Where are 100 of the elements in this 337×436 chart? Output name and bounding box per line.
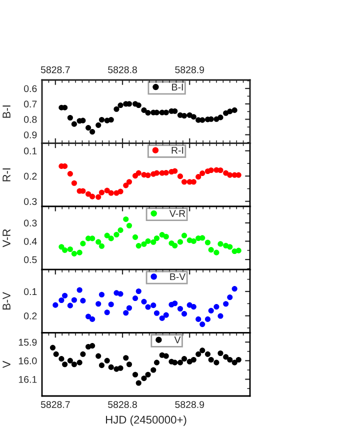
point — [104, 310, 110, 316]
point — [218, 313, 224, 319]
point — [214, 250, 220, 256]
point — [62, 247, 68, 253]
point — [214, 360, 220, 366]
point — [118, 188, 124, 194]
point — [227, 356, 233, 363]
point — [150, 239, 156, 245]
point — [154, 360, 160, 366]
point — [96, 301, 102, 307]
point — [181, 232, 188, 238]
point — [62, 362, 68, 368]
point — [123, 310, 129, 316]
point — [208, 308, 214, 314]
point — [200, 322, 206, 328]
point — [208, 167, 214, 174]
point — [181, 311, 188, 317]
point — [90, 236, 96, 242]
point — [71, 180, 77, 186]
point — [172, 168, 178, 174]
point — [132, 296, 138, 302]
point — [96, 122, 102, 128]
point — [190, 356, 196, 363]
point — [71, 297, 77, 303]
point — [227, 244, 233, 250]
point — [123, 182, 129, 188]
point — [218, 167, 224, 174]
point — [80, 240, 86, 246]
point — [67, 171, 73, 177]
point — [123, 216, 129, 222]
point — [172, 242, 178, 248]
point — [114, 106, 120, 112]
point — [177, 239, 183, 245]
point — [136, 243, 142, 249]
point — [159, 232, 165, 238]
legend-label: V-R — [169, 210, 186, 217]
point — [200, 117, 206, 123]
point — [132, 372, 138, 378]
point — [96, 353, 102, 359]
point — [141, 298, 147, 304]
point — [172, 300, 178, 306]
point — [98, 190, 104, 196]
x2-tick-label: 5828.7 — [40, 66, 70, 74]
point — [108, 302, 114, 308]
point — [145, 238, 151, 244]
point — [98, 362, 104, 368]
legend-label: B-I — [172, 84, 183, 90]
y-tick-label: 0.6 — [24, 85, 37, 92]
point — [218, 350, 224, 356]
point — [108, 364, 114, 370]
point — [126, 179, 132, 185]
point — [80, 298, 86, 304]
point — [141, 107, 147, 113]
y-axis-title: V-R — [2, 229, 10, 248]
point — [104, 232, 110, 238]
point — [190, 304, 196, 310]
point — [227, 172, 233, 178]
point — [108, 190, 114, 196]
point — [58, 297, 64, 304]
y-tick-label: 0.5 — [24, 256, 37, 264]
y-tick-label: 16.1 — [18, 376, 37, 383]
point — [76, 360, 82, 366]
point — [236, 356, 242, 363]
point — [190, 114, 196, 120]
y-tick-label: 0.2 — [24, 312, 37, 320]
point — [150, 302, 156, 308]
point — [145, 172, 151, 178]
point — [132, 234, 138, 240]
point — [236, 248, 242, 254]
point — [71, 362, 77, 368]
point — [218, 114, 224, 120]
point — [126, 362, 132, 368]
point — [163, 234, 169, 240]
x-tick-label: 5828.8 — [108, 401, 137, 408]
point — [52, 302, 58, 308]
point — [154, 310, 160, 316]
point — [118, 227, 124, 233]
point — [218, 241, 224, 247]
point — [204, 351, 211, 357]
point — [53, 351, 59, 357]
point — [159, 315, 165, 321]
point — [196, 316, 202, 322]
y-tick-label: 15.9 — [18, 338, 37, 346]
point — [196, 174, 202, 180]
x-axis-title: HJD (2450000+) — [106, 415, 186, 426]
point — [177, 306, 183, 312]
y-tick-label: 0.3 — [24, 198, 37, 205]
x2-tick-label: 5828.9 — [175, 66, 204, 74]
point — [177, 174, 183, 180]
point — [98, 116, 104, 123]
point — [141, 241, 147, 247]
point — [123, 355, 129, 361]
y-tick-label: 0.8 — [24, 116, 37, 123]
point — [136, 170, 142, 176]
y-tick-label: 0.4 — [24, 238, 37, 245]
point — [136, 380, 142, 386]
point — [86, 314, 92, 320]
y-tick-label: 0.7 — [24, 100, 37, 108]
point — [227, 294, 233, 300]
point — [86, 191, 92, 197]
